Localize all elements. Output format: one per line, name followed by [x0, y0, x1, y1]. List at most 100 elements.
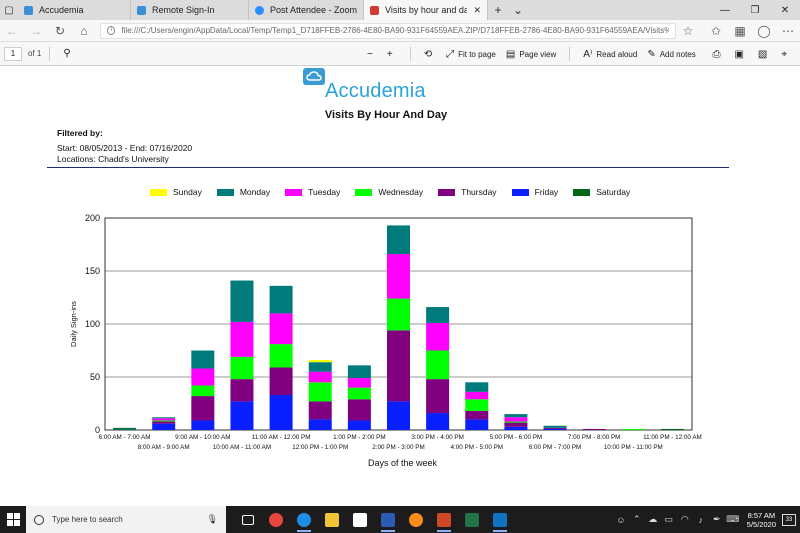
bar-segment-monday — [387, 225, 410, 255]
microphone-icon[interactable]: 🎙 — [206, 514, 218, 524]
powerpoint-icon[interactable] — [430, 506, 458, 533]
pen-icon[interactable]: ✒ — [713, 514, 721, 524]
app-glyph — [325, 512, 339, 527]
chart-legend: Sunday Monday Tuesday Wednesday Thursday Frid… — [150, 187, 645, 197]
new-tab-icon[interactable]: + — [494, 3, 502, 17]
people-icon[interactable]: ☺ — [616, 514, 626, 525]
excel-icon[interactable] — [458, 506, 486, 533]
file-explorer-icon[interactable] — [318, 506, 346, 533]
legend-label: Sunday — [173, 187, 202, 197]
taskbar-search-field[interactable]: Type here to search 🎙 — [26, 506, 226, 533]
save-icon[interactable]: ▣ — [734, 48, 744, 60]
logo-text: Accudemia — [325, 80, 426, 102]
read-aloud-button[interactable]: A⁾ Read aloud — [583, 48, 638, 60]
wifi-icon[interactable]: ◠ — [680, 514, 689, 524]
x-tick-label: 11:00 PM - 12:00 AM — [643, 434, 702, 441]
legend-label: Tuesday — [308, 187, 341, 197]
fit-to-page-button[interactable]: ⤢ Fit to page — [446, 48, 496, 60]
cloud-logo-icon — [303, 68, 325, 85]
windows-start-icon[interactable] — [0, 506, 26, 533]
app-glyph — [493, 512, 507, 527]
url-field[interactable]: i file:///C:/Users/engin/AppData/Local/T… — [100, 22, 676, 39]
bar-segment-friday — [152, 423, 176, 430]
info-icon[interactable]: i — [107, 26, 116, 35]
tab-list-chevron-icon[interactable]: ⌄ — [512, 3, 524, 17]
favorites-icon[interactable]: ✩ — [710, 23, 722, 38]
more-menu-icon[interactable]: ⋯ — [782, 23, 794, 38]
volume-icon[interactable]: ♪ — [698, 514, 704, 525]
pin-toolbar-icon[interactable]: ⌖ — [781, 48, 787, 60]
url-text: file:///C:/Users/engin/AppData/Local/Tem… — [121, 26, 669, 35]
fit-to-page-icon: ⤢ — [446, 48, 455, 60]
page-view-button[interactable]: ▤ Page view — [505, 48, 557, 60]
bar-segment-tuesday — [387, 254, 410, 299]
outlook-icon[interactable] — [486, 506, 514, 533]
rotate-icon[interactable]: ⟲ — [423, 48, 433, 60]
word-icon[interactable] — [374, 506, 402, 533]
tab-actions-icon[interactable]: ▢ — [4, 4, 14, 16]
chrome-icon[interactable] — [262, 506, 290, 533]
tab-visits-report[interactable]: Visits by hour and day c ✕ — [364, 0, 488, 20]
time: 8:57 AM — [747, 510, 776, 520]
bar-segment-wednesday — [308, 382, 332, 402]
bar-segment-monday — [152, 417, 176, 419]
tab-accudemia[interactable]: Accudemia — [18, 0, 131, 20]
network-icon[interactable]: ▭ — [664, 514, 674, 524]
tab-remote-sign-in[interactable]: Remote Sign-In — [131, 0, 249, 20]
profile-icon[interactable]: ◯ — [757, 23, 771, 38]
tab-title: Visits by hour and day c — [385, 5, 467, 15]
legend-swatch — [573, 188, 591, 196]
bar-segment-wednesday — [269, 344, 293, 368]
save-as-icon[interactable]: ▧ — [757, 48, 768, 60]
refresh-icon[interactable]: ↻ — [54, 23, 66, 38]
pdf-tab-icon — [370, 5, 379, 15]
bar-segment-wednesday — [426, 350, 450, 380]
find-icon[interactable]: ⚲ — [63, 48, 71, 59]
bar-segment-friday — [308, 419, 332, 430]
clock[interactable]: 8:57 AM 5/5/2020 — [747, 511, 776, 529]
edge-icon[interactable] — [290, 506, 318, 533]
accudemia-tab-icon — [24, 5, 33, 15]
bar-segment-tuesday — [347, 378, 371, 388]
legend-item-tuesday: Tuesday — [285, 187, 340, 197]
minimize-icon[interactable]: — — [720, 4, 730, 16]
x-tick-label: 10:00 PM - 11:00 PM — [604, 444, 663, 451]
legend-item-saturday: Saturday — [573, 187, 630, 197]
task-view-icon[interactable] — [234, 506, 262, 533]
bar-segment-thursday — [347, 399, 371, 421]
bar-segment-saturday — [660, 428, 684, 430]
close-tab-icon[interactable]: ✕ — [473, 4, 481, 15]
cloud-icon[interactable]: ☁ — [648, 514, 658, 524]
notifications-icon[interactable]: 33 — [782, 513, 796, 526]
bar-segment-tuesday — [191, 368, 215, 386]
zoom-out-button[interactable]: − — [367, 48, 373, 60]
back-icon[interactable]: ← — [6, 23, 18, 38]
firefox-icon[interactable] — [402, 506, 430, 533]
forward-icon[interactable]: → — [30, 23, 42, 38]
favorite-star-icon[interactable]: ☆ — [682, 23, 694, 38]
x-tick-label: 7:00 PM - 8:00 PM — [568, 434, 621, 441]
store-icon[interactable] — [346, 506, 374, 533]
add-notes-button[interactable]: ✎ Add notes — [647, 48, 696, 60]
home-icon[interactable]: ⌂ — [80, 23, 88, 38]
toolbar-divider — [569, 47, 571, 61]
page-number-input[interactable]: 1 — [4, 46, 22, 61]
close-window-icon[interactable]: ✕ — [780, 4, 790, 16]
filtered-by-label: Filtered by: — [57, 128, 103, 138]
print-icon[interactable]: ⎙ — [712, 48, 721, 60]
x-tick-label: 6:00 AM - 7:00 AM — [99, 434, 151, 441]
pdf-toolbar: 1 of 1 ⚲ − + ⟲ ⤢ Fit to page ▤ Page view A… — [0, 42, 800, 66]
bar-segment-tuesday — [504, 417, 528, 422]
bar-segment-tuesday — [465, 391, 489, 400]
bar-segment-thursday — [387, 330, 410, 402]
restore-icon[interactable]: ❐ — [750, 4, 760, 16]
show-hidden-icons-chevron[interactable]: ⌃ — [633, 514, 641, 524]
y-tick-label: 200 — [85, 213, 100, 223]
document-canvas[interactable]: Accudemia Visits By Hour And Day Filtere… — [0, 66, 800, 506]
bar-segment-wednesday — [387, 298, 410, 331]
keyboard-icon[interactable]: ⌨ — [726, 514, 740, 524]
tab-zoom[interactable]: Post Attendee - Zoom — [249, 0, 364, 20]
collections-icon[interactable]: ▦ — [734, 23, 746, 38]
legend-swatch — [150, 188, 167, 196]
zoom-in-button[interactable]: + — [386, 48, 393, 60]
